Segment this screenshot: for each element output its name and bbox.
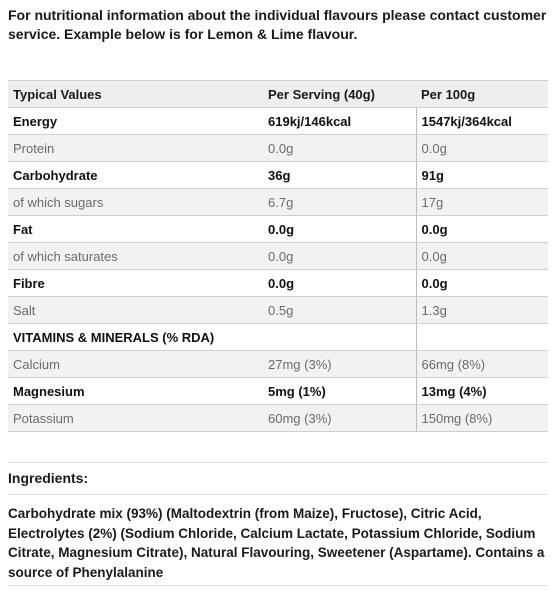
table-row-section: VITAMINS & MINERALS (% RDA) — [8, 323, 548, 351]
row-per100-value: 0.0g — [415, 269, 548, 297]
row-per100-value: 1.3g — [415, 296, 548, 324]
table-row: Salt 0.5g 1.3g — [8, 296, 548, 324]
row-per100-value: 66mg (8%) — [415, 350, 548, 378]
intro-text: For nutritional information about the in… — [8, 7, 547, 42]
table-row: of which saturates 0.0g 0.0g — [8, 242, 548, 270]
row-per100-value: 1547kj/364kcal — [415, 107, 548, 135]
row-per100-value: 91g — [415, 161, 548, 189]
header-per-serving: Per Serving (40g) — [263, 80, 416, 108]
row-serving-value — [263, 323, 416, 351]
row-serving-value: 60mg (3%) — [263, 404, 416, 432]
ingredients-title: Ingredients: — [8, 470, 89, 486]
row-serving-value: 5mg (1%) — [263, 377, 416, 405]
table-row: Fibre 0.0g 0.0g — [8, 269, 548, 297]
row-label: Energy — [8, 107, 263, 135]
row-serving-value: 0.0g — [263, 242, 416, 270]
header-typical-values: Typical Values — [8, 80, 263, 108]
table-row: Energy 619kj/146kcal 1547kj/364kcal — [8, 107, 548, 135]
row-per100-value: 150mg (8%) — [415, 404, 548, 432]
row-per100-value: 13mg (4%) — [415, 377, 548, 405]
row-per100-value: 0.0g — [415, 134, 548, 162]
table-row: Fat 0.0g 0.0g — [8, 215, 548, 243]
table-row: of which sugars 6.7g 17g — [8, 188, 548, 216]
ingredients-text: Carbohydrate mix (93%) (Maltodextrin (fr… — [8, 506, 545, 580]
row-per100-value: 17g — [415, 188, 548, 216]
row-serving-value: 0.0g — [263, 269, 416, 297]
row-label: Salt — [8, 296, 263, 324]
table-row: Protein 0.0g 0.0g — [8, 134, 548, 162]
row-label: Carbohydrate — [8, 161, 263, 189]
divider — [8, 585, 548, 586]
table-row: Magnesium 5mg (1%) 13mg (4%) — [8, 377, 548, 405]
row-label: Magnesium — [8, 377, 263, 405]
row-per100-value: 0.0g — [415, 215, 548, 243]
section-label: VITAMINS & MINERALS (% RDA) — [8, 323, 263, 351]
divider — [8, 494, 548, 495]
row-serving-value: 36g — [263, 161, 416, 189]
nutrition-table: Typical Values Per Serving (40g) Per 100… — [8, 80, 548, 432]
row-serving-value: 619kj/146kcal — [263, 107, 416, 135]
row-label: Potassium — [8, 404, 263, 432]
row-serving-value: 0.5g — [263, 296, 416, 324]
row-serving-value: 6.7g — [263, 188, 416, 216]
row-serving-value: 27mg (3%) — [263, 350, 416, 378]
row-per100-value — [415, 323, 548, 351]
table-header-row: Typical Values Per Serving (40g) Per 100… — [8, 80, 548, 108]
row-label: Calcium — [8, 350, 263, 378]
row-serving-value: 0.0g — [263, 215, 416, 243]
row-label: Fat — [8, 215, 263, 243]
row-per100-value: 0.0g — [415, 242, 548, 270]
row-label: Protein — [8, 134, 263, 162]
row-serving-value: 0.0g — [263, 134, 416, 162]
divider — [8, 462, 548, 463]
table-row: Potassium 60mg (3%) 150mg (8%) — [8, 404, 548, 432]
row-label: of which saturates — [8, 242, 263, 270]
table-row: Calcium 27mg (3%) 66mg (8%) — [8, 350, 548, 378]
row-label: of which sugars — [8, 188, 263, 216]
row-label: Fibre — [8, 269, 263, 297]
table-row: Carbohydrate 36g 91g — [8, 161, 548, 189]
header-per-100g: Per 100g — [416, 80, 548, 108]
